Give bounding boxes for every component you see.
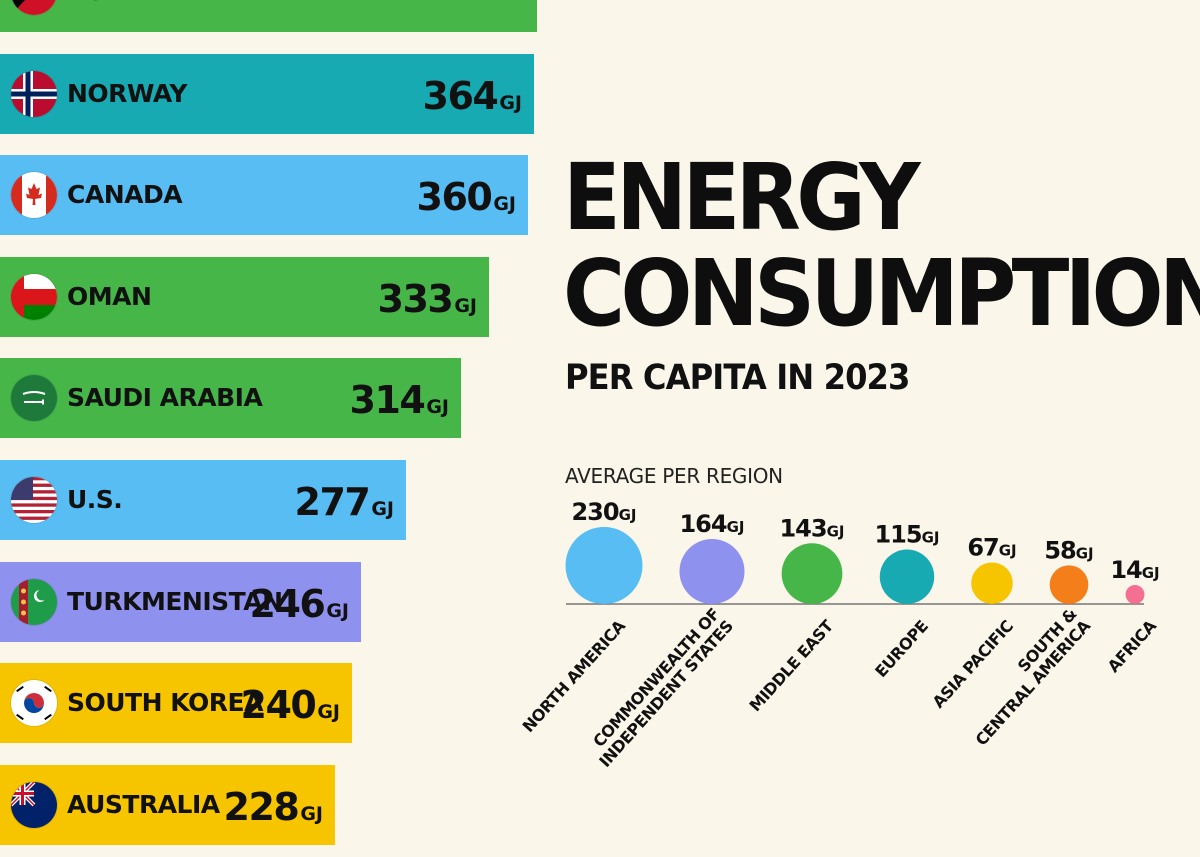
south-korea-flag-icon bbox=[11, 680, 57, 727]
bar-value-number: 364 bbox=[422, 73, 499, 118]
us-flag-icon bbox=[11, 477, 57, 523]
bar-value-label: 360 GJ bbox=[417, 155, 517, 235]
bubble-value-number: 67 bbox=[967, 533, 998, 561]
region-bubble bbox=[679, 538, 745, 604]
country-bar: SOUTH KOREA 240 GJ bbox=[0, 663, 352, 744]
country-bar: AUSTRALIA 228 GJ bbox=[0, 764, 335, 845]
country-bar: CANADA 360 GJ bbox=[0, 155, 528, 236]
bar-value-unit: GJ bbox=[426, 396, 449, 419]
bar-value-unit: GJ bbox=[454, 294, 477, 317]
bar-value-label: 228 GJ bbox=[224, 765, 324, 845]
region-label-line: MIDDLE EAST bbox=[746, 616, 838, 715]
bubble-value-label: 58GJ bbox=[1044, 536, 1093, 564]
country-label: U.S. bbox=[67, 485, 123, 514]
country-label: SAUDI ARABIA bbox=[67, 383, 263, 413]
bubble-value-unit: GJ bbox=[727, 518, 745, 536]
country-label: AUSTRALIA bbox=[67, 789, 220, 819]
bar-value-label: 364 GJ bbox=[423, 54, 523, 134]
title-line-1: ENERGY bbox=[563, 144, 921, 251]
bar-value-number: 228 bbox=[223, 784, 300, 829]
bubble-value-number: 115 bbox=[874, 521, 921, 549]
bar-value-label: 333 GJ bbox=[378, 257, 478, 337]
bar-value-label: 314 GJ bbox=[350, 358, 450, 438]
norway-flag-icon bbox=[11, 70, 57, 117]
bubble-value-label: 14GJ bbox=[1110, 556, 1159, 584]
country-label: OMAN bbox=[67, 281, 152, 311]
saudi-arabia-flag-icon bbox=[11, 375, 57, 422]
oman-flag-icon bbox=[11, 273, 57, 320]
bubble-value-label: 67GJ bbox=[967, 533, 1016, 561]
chart-subtitle: PER CAPITA IN 2023 bbox=[565, 358, 910, 398]
bubble-value-unit: GJ bbox=[827, 522, 845, 540]
bubble-value-number: 58 bbox=[1044, 536, 1076, 564]
bar-value-number: 277 bbox=[294, 480, 371, 524]
bubble-value-label: 164GJ bbox=[679, 510, 744, 538]
region-bubble bbox=[971, 562, 1013, 604]
canada-flag-icon bbox=[11, 172, 57, 219]
bar-value-unit: GJ bbox=[326, 599, 349, 622]
country-bar: U.S. 277 GJ bbox=[0, 460, 406, 540]
region-chart-heading: AVERAGE PER REGION bbox=[565, 464, 783, 488]
chart-title: ENERGY CONSUMPTION bbox=[563, 150, 1200, 342]
bar-value-number: 246 bbox=[249, 581, 326, 626]
country-label: TURKMENISTAN bbox=[67, 586, 283, 616]
bar-value-unit: GJ bbox=[499, 91, 522, 114]
bar-value-label: 246 GJ bbox=[250, 562, 350, 642]
bubble-value-number: 164 bbox=[679, 510, 726, 538]
country-label: SOUTH KOREA bbox=[67, 688, 263, 718]
region-label: MIDDLE EAST bbox=[746, 616, 838, 715]
region-label: ASIA PACIFIC bbox=[929, 617, 1017, 712]
region-bubble bbox=[1125, 585, 1145, 604]
bubble-value-unit: GJ bbox=[1142, 564, 1160, 582]
region-label-line: ASIA PACIFIC bbox=[929, 617, 1017, 712]
bar-value-unit: GJ bbox=[371, 498, 394, 520]
bubble-value-number: 230 bbox=[571, 498, 618, 526]
region-bubble bbox=[879, 549, 935, 604]
country-label: NORWAY bbox=[67, 78, 187, 108]
bubble-value-label: 115GJ bbox=[874, 521, 939, 549]
bar-value-label: 277 GJ bbox=[295, 460, 395, 540]
country-bar-chart: KUWAITNORWAY364GJCANADA360GJOMAN333GJSAU… bbox=[0, 0, 560, 845]
bubble-value-number: 143 bbox=[779, 514, 826, 542]
kuwait-flag-icon bbox=[11, 0, 57, 15]
region-label: EUROPE bbox=[871, 617, 932, 681]
country-bar: TURKMENISTAN 246 GJ bbox=[0, 561, 361, 642]
region-bubble bbox=[565, 527, 643, 604]
country-label: CANADA bbox=[67, 180, 183, 210]
bubble-value-unit: GJ bbox=[999, 541, 1017, 559]
country-bar: OMAN 333 GJ bbox=[0, 256, 489, 337]
region-bubble bbox=[1049, 565, 1089, 604]
title-line-2: CONSUMPTION bbox=[563, 240, 1200, 347]
bar-value-label: 240 GJ bbox=[241, 663, 341, 743]
australia-flag-icon bbox=[11, 781, 57, 828]
bar-value-number: 333 bbox=[377, 276, 454, 321]
bubble-value-label: 143GJ bbox=[779, 514, 844, 542]
bar-value-number: 240 bbox=[240, 683, 317, 728]
bubble-value-unit: GJ bbox=[922, 529, 940, 547]
country-bar: KUWAIT bbox=[0, 0, 537, 32]
bar-value-unit: GJ bbox=[493, 193, 516, 216]
bubble-value-unit: GJ bbox=[619, 506, 637, 524]
bar-value-number: 360 bbox=[416, 175, 493, 220]
region-label-line: EUROPE bbox=[871, 617, 932, 681]
region-label-line: AFRICA bbox=[1104, 616, 1161, 676]
bubble-value-label: 230GJ bbox=[571, 498, 636, 526]
country-bar: SAUDI ARABIA 314 GJ bbox=[0, 358, 461, 439]
region-label: SOUTH &CENTRAL AMERICA bbox=[972, 604, 1095, 749]
bubble-value-number: 14 bbox=[1110, 556, 1142, 584]
region-label: AFRICA bbox=[1104, 616, 1161, 676]
country-bar: NORWAY 364 GJ bbox=[0, 53, 534, 134]
region-bubble bbox=[781, 543, 843, 604]
turkmenistan-flag-icon bbox=[11, 578, 57, 625]
country-label: KUWAIT bbox=[67, 0, 176, 32]
bubble-value-unit: GJ bbox=[1076, 544, 1094, 562]
bar-value-number: 314 bbox=[349, 378, 426, 423]
bar-value-unit: GJ bbox=[300, 802, 323, 825]
bar-value-unit: GJ bbox=[317, 701, 340, 724]
